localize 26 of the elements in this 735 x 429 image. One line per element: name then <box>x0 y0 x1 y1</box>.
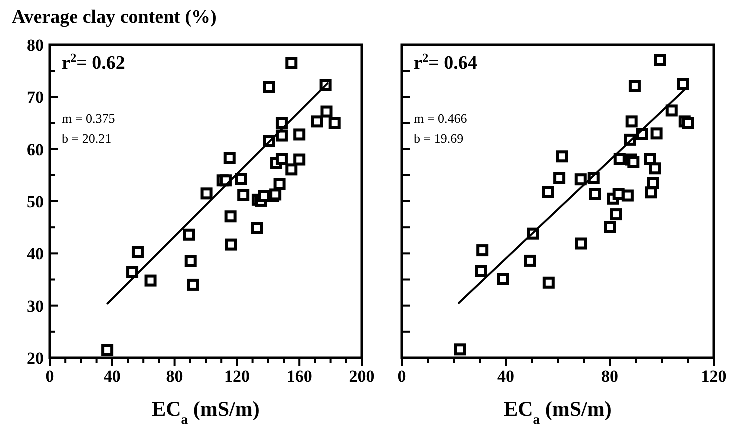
annotation: r$^{2}$= 0.62 <box>62 51 126 74</box>
y-tick-label: 20 <box>27 349 44 368</box>
x-axis-title: EC$_{a}$ (mS/m) <box>152 397 260 426</box>
x-tick-label: 160 <box>286 367 312 386</box>
x-tick-label: 80 <box>602 367 618 386</box>
annotation: b = 20.21 <box>62 131 112 146</box>
y-tick-label: 30 <box>27 296 44 316</box>
x-tick-label: 0 <box>398 367 406 386</box>
x-tick-label: 40 <box>104 367 121 386</box>
y-tick-label: 60 <box>27 140 44 160</box>
x-tick-label: 0 <box>46 367 54 386</box>
y-tick-label: 50 <box>27 192 44 212</box>
x-tick-label: 200 <box>349 367 375 386</box>
annotation: m = 0.375 <box>62 111 116 126</box>
x-tick-label: 120 <box>224 367 250 386</box>
x-axis-title: EC$_{a}$ (mS/m) <box>504 397 612 426</box>
x-tick-label: 120 <box>701 367 727 386</box>
x-tick-label: 40 <box>498 367 514 386</box>
annotation: r$^{2}$= 0.64 <box>414 51 478 74</box>
annotation: m = 0.466 <box>414 111 468 126</box>
y-tick-label: 80 <box>27 36 44 55</box>
y-axis-title: Average clay content (%) <box>12 7 217 28</box>
x-tick-label: 80 <box>166 367 184 386</box>
y-tick-label: 70 <box>27 88 44 108</box>
annotation: b = 19.69 <box>414 131 464 146</box>
y-tick-label: 40 <box>27 244 44 264</box>
